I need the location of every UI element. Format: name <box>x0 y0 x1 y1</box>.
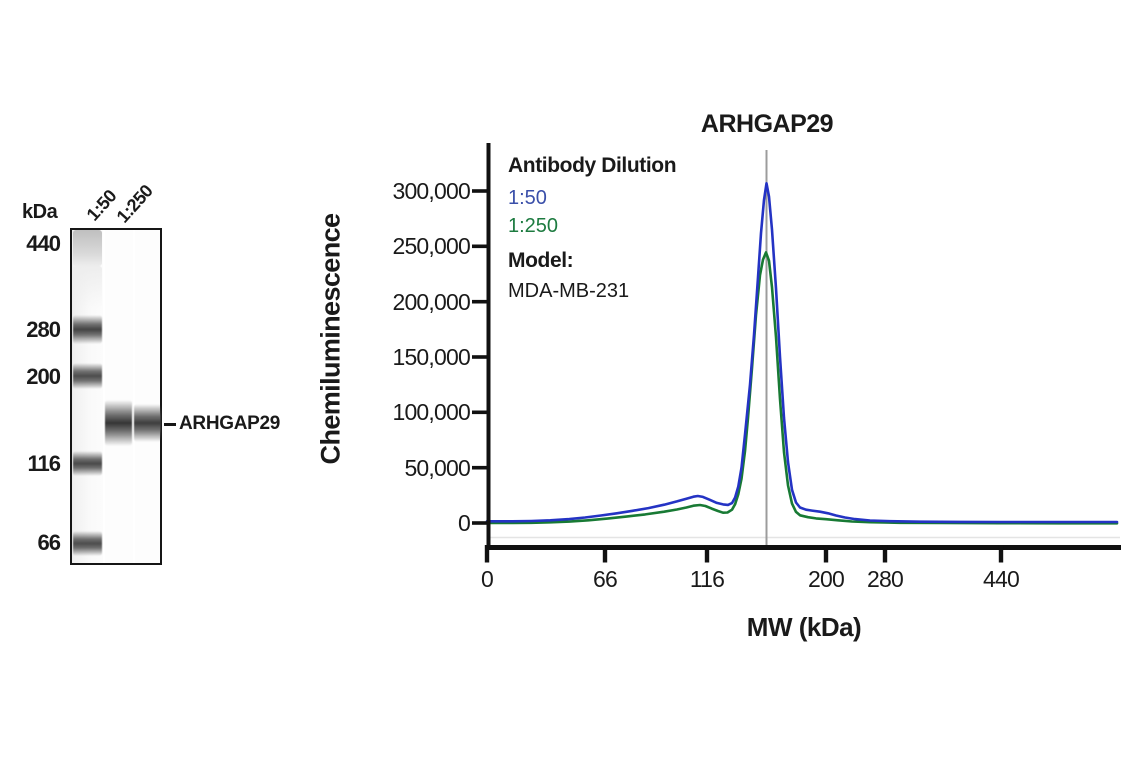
legend-item-1-250: 1:250 <box>508 215 559 237</box>
marker-label-116: 116 <box>27 451 62 476</box>
band-label: ARHGAP29 <box>179 413 281 434</box>
kda-units-label: kDa <box>22 201 58 223</box>
y-tick-label: 0 <box>458 510 471 536</box>
marker-label-200: 200 <box>26 364 61 389</box>
lane-separator <box>103 230 105 563</box>
trace-1-50 <box>485 181 1119 524</box>
x-tick-label: 0 <box>481 566 494 592</box>
x-tick-label: 66 <box>593 566 618 592</box>
blot-membrane <box>70 228 162 565</box>
lane-label-1-250: 1:250 <box>112 180 157 227</box>
sample-band-1-50 <box>104 400 132 446</box>
y-tick-label: 300,000 <box>392 178 470 204</box>
ladder-band-280 <box>73 315 102 344</box>
y-tick-label: 50,000 <box>404 455 470 481</box>
x-tick-label: 280 <box>867 566 904 592</box>
x-axis-spine <box>485 545 1121 550</box>
legend-heading: Antibody Dilution <box>508 154 677 177</box>
ladder-band-440 <box>73 230 102 266</box>
trace-1-250 <box>485 251 1119 525</box>
ladder-band-200 <box>73 363 102 389</box>
y-axis-spine <box>486 143 491 550</box>
x-tick-label: 116 <box>689 566 725 592</box>
y-tick-label: 200,000 <box>392 289 470 315</box>
marker-label-280: 280 <box>26 317 61 342</box>
legend-model-value: MDA-MB-231 <box>508 280 630 302</box>
marker-label-66: 66 <box>37 530 61 555</box>
chart-title: ARHGAP29 <box>700 110 834 138</box>
ladder-band-116 <box>73 451 102 476</box>
y-tick-label: 150,000 <box>392 344 470 370</box>
ladder-band-66 <box>73 531 102 556</box>
x-tick-marks <box>484 545 1004 563</box>
x-tick-label: 440 <box>983 566 1020 592</box>
x-tick-label: 200 <box>808 566 845 592</box>
ladder-band-440-smear <box>73 266 102 308</box>
y-tick-label: 250,000 <box>392 233 470 259</box>
y-tick-label: 100,000 <box>392 399 470 425</box>
legend-item-1-50: 1:50 <box>508 187 547 209</box>
lane-label-1-50: 1:50 <box>82 185 121 225</box>
band-pointer-dash <box>164 423 176 426</box>
trace-plot <box>472 143 1121 563</box>
y-tick-marks <box>472 189 488 525</box>
lane-separator <box>132 230 135 563</box>
sample-band-1-250 <box>133 404 161 442</box>
legend-model-heading: Model: <box>508 249 574 272</box>
marker-label-440: 440 <box>26 231 61 256</box>
x-axis-title: MW (kDa) <box>746 612 862 642</box>
